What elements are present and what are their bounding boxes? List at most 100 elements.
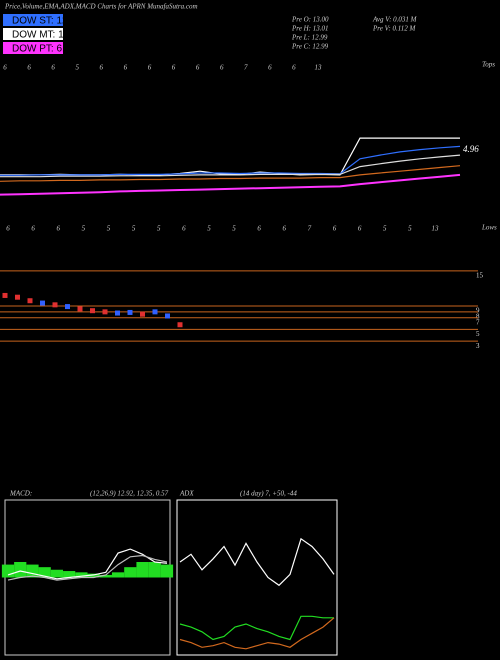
extreme-label: 5 — [107, 225, 111, 233]
panel-title: ADX — [179, 490, 194, 498]
panel-subtitle: (14 day) 7, +50, -44 — [240, 490, 297, 498]
candle — [2, 292, 8, 298]
y-tick-label: 15 — [476, 271, 484, 279]
extreme-label: 5 — [157, 225, 161, 233]
candle — [165, 313, 170, 319]
bar — [124, 567, 137, 578]
candle — [140, 311, 145, 317]
candle — [40, 300, 45, 306]
extreme-label: 6 — [100, 64, 104, 72]
extreme-label: 6 — [6, 225, 10, 233]
tops-label: Tops — [482, 61, 495, 69]
line — [179, 537, 335, 587]
line — [7, 554, 168, 581]
extreme-label: 5 — [408, 225, 412, 233]
extreme-label: 6 — [51, 64, 55, 72]
line — [0, 137, 460, 176]
bar — [99, 574, 112, 578]
legend-swatch — [3, 42, 63, 54]
candle — [115, 310, 120, 316]
candle — [77, 306, 83, 312]
info: Pre H: 13.01 — [291, 25, 328, 33]
extreme-label: 6 — [31, 225, 35, 233]
legend-entry: DOW ST: 12.65 — [12, 16, 82, 27]
bar — [75, 572, 88, 578]
extreme-label: 6 — [3, 64, 7, 72]
candle — [15, 294, 20, 300]
info: Avg V: 0.031 M — [372, 16, 418, 24]
bar — [38, 567, 51, 578]
y-tick-label: 3 — [476, 342, 480, 350]
extreme-label: 6 — [333, 225, 337, 233]
line — [179, 617, 335, 650]
line — [0, 165, 461, 182]
y-tick-label: 5 — [476, 330, 480, 338]
y-tick-label: 9 — [476, 307, 480, 315]
extreme-label: 6 — [196, 64, 200, 72]
y-tick-label: 7 — [476, 318, 480, 326]
candle — [65, 304, 70, 310]
legend-swatch — [3, 14, 63, 26]
extreme-label: 6 — [172, 64, 176, 72]
panel — [176, 499, 338, 656]
extreme-label: 5 — [383, 225, 387, 233]
legend-entry: DOW MT: 11.03 — [12, 30, 83, 41]
line — [0, 154, 461, 178]
candle — [127, 309, 133, 315]
extreme-label: 5 — [132, 225, 136, 233]
info: Pre O: 13.00 — [291, 16, 329, 24]
annotation: 4.96 — [463, 144, 479, 154]
legend-entry: DOW PT: 6.42 — [12, 44, 76, 55]
extreme-label: 5 — [82, 225, 86, 233]
extreme-label: 7 — [308, 225, 312, 233]
extreme-label: 6 — [220, 64, 224, 72]
extreme-label: 6 — [268, 64, 272, 72]
bar — [148, 562, 161, 578]
extreme-label: 5 — [75, 64, 79, 72]
bar — [14, 562, 27, 578]
candle — [27, 298, 33, 304]
extreme-label: 6 — [148, 64, 152, 72]
line — [0, 173, 461, 196]
bar — [50, 569, 64, 578]
candle — [52, 302, 58, 308]
line — [0, 145, 461, 176]
candle — [152, 309, 158, 315]
extreme-label: 6 — [182, 225, 186, 233]
bar — [111, 572, 125, 578]
y-tick-label: 8 — [476, 312, 480, 320]
bar — [160, 564, 174, 578]
lows-label: Lows — [481, 224, 497, 232]
extreme-label: 13 — [315, 64, 323, 72]
extreme-label: 6 — [124, 64, 128, 72]
line — [179, 615, 334, 641]
bar — [1, 564, 15, 578]
extreme-label: 6 — [358, 225, 362, 233]
panel-title: MACD: — [9, 490, 32, 498]
candle — [177, 322, 183, 328]
legend-swatch — [3, 28, 63, 40]
bar — [63, 571, 76, 578]
bar — [136, 562, 149, 578]
info: Pre L: 12.99 — [291, 34, 328, 42]
panel-subtitle: (12,26,9) 12.92, 12.35, 0.57 — [90, 490, 169, 498]
info: Pre C: 12.99 — [291, 43, 329, 51]
extreme-label: 6 — [283, 225, 287, 233]
title: Price,Volume,EMA,ADX,MACD Charts for APR… — [4, 3, 198, 11]
extreme-label: 5 — [207, 225, 211, 233]
candle — [90, 308, 95, 314]
bar — [26, 564, 39, 578]
extreme-label: 6 — [292, 64, 296, 72]
extreme-label: 13 — [432, 225, 440, 233]
candle — [102, 309, 108, 315]
extreme-label: 6 — [27, 64, 31, 72]
extreme-label: 5 — [232, 225, 236, 233]
extreme-label: 6 — [56, 225, 60, 233]
info: Pre V: 0.112 M — [372, 25, 416, 33]
extreme-label: 7 — [244, 64, 248, 72]
line — [7, 548, 168, 580]
bar — [87, 573, 100, 578]
extreme-label: 6 — [257, 225, 261, 233]
